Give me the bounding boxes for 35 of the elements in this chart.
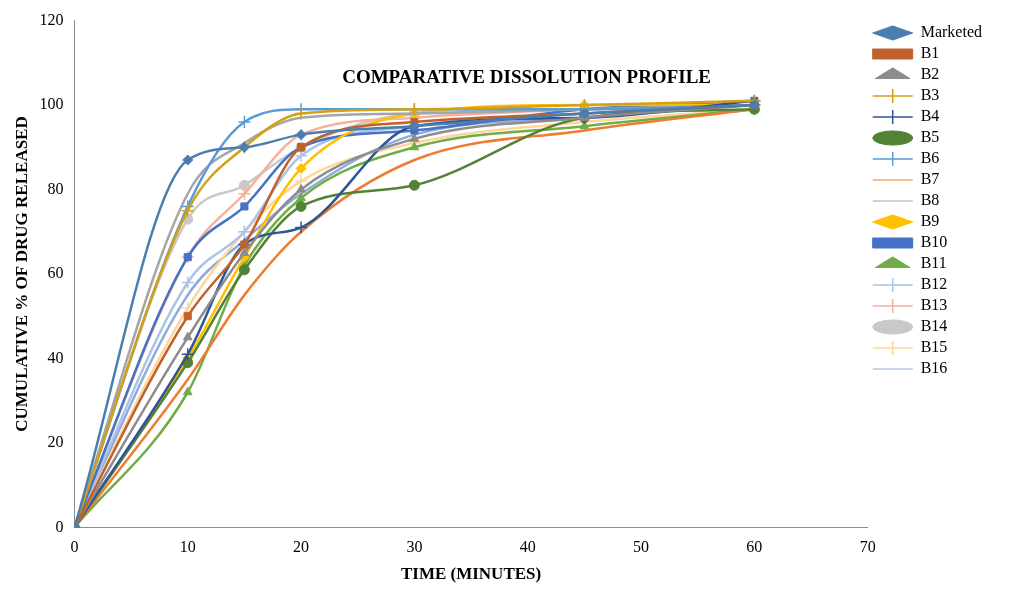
x-axis-title: TIME (MINUTES) bbox=[400, 564, 542, 584]
legend-label: B9 bbox=[920, 212, 940, 230]
legend-label: Marketed bbox=[920, 23, 983, 41]
y-tick-label: 100 bbox=[39, 95, 64, 113]
legend-label: B5 bbox=[920, 128, 940, 146]
x-tick-label: 10 bbox=[179, 538, 196, 556]
legend-label: B11 bbox=[920, 254, 947, 272]
legend-label: B8 bbox=[920, 191, 940, 209]
y-tick-label: 120 bbox=[39, 10, 64, 28]
x-tick-label: 0 bbox=[70, 538, 79, 556]
legend-label: B1 bbox=[920, 44, 940, 62]
x-tick-label: 50 bbox=[633, 538, 650, 556]
text: COMPARATIVE DISSOLUTION PROFILE bbox=[342, 66, 711, 88]
x-tick-label: 70 bbox=[859, 538, 876, 556]
legend-label: B14 bbox=[920, 317, 948, 335]
y-tick-label: 80 bbox=[47, 179, 64, 197]
y-tick-label: 40 bbox=[47, 348, 64, 366]
legend-label: B3 bbox=[920, 86, 940, 104]
y-tick-label: 60 bbox=[47, 264, 64, 282]
x-tick-label: 60 bbox=[746, 538, 763, 556]
y-tick-label: 20 bbox=[47, 433, 64, 451]
legend-label: B4 bbox=[920, 107, 940, 125]
y-axis-title: CUMULATIVE % OF DRUG RELEASED bbox=[11, 116, 31, 432]
y-tick-label: 0 bbox=[55, 517, 64, 535]
legend-label: B15 bbox=[920, 338, 948, 356]
legend-label: B7 bbox=[920, 170, 940, 188]
x-tick-label: 40 bbox=[519, 538, 536, 556]
legend-label: B2 bbox=[920, 65, 940, 83]
legend-label: B16 bbox=[920, 359, 948, 377]
legend-label: B12 bbox=[920, 275, 948, 293]
x-tick-label: 30 bbox=[406, 538, 423, 556]
x-tick-label: 20 bbox=[293, 538, 310, 556]
legend-label: B13 bbox=[920, 296, 948, 314]
legend-label: B6 bbox=[920, 149, 940, 167]
legend-label: B10 bbox=[920, 233, 948, 251]
